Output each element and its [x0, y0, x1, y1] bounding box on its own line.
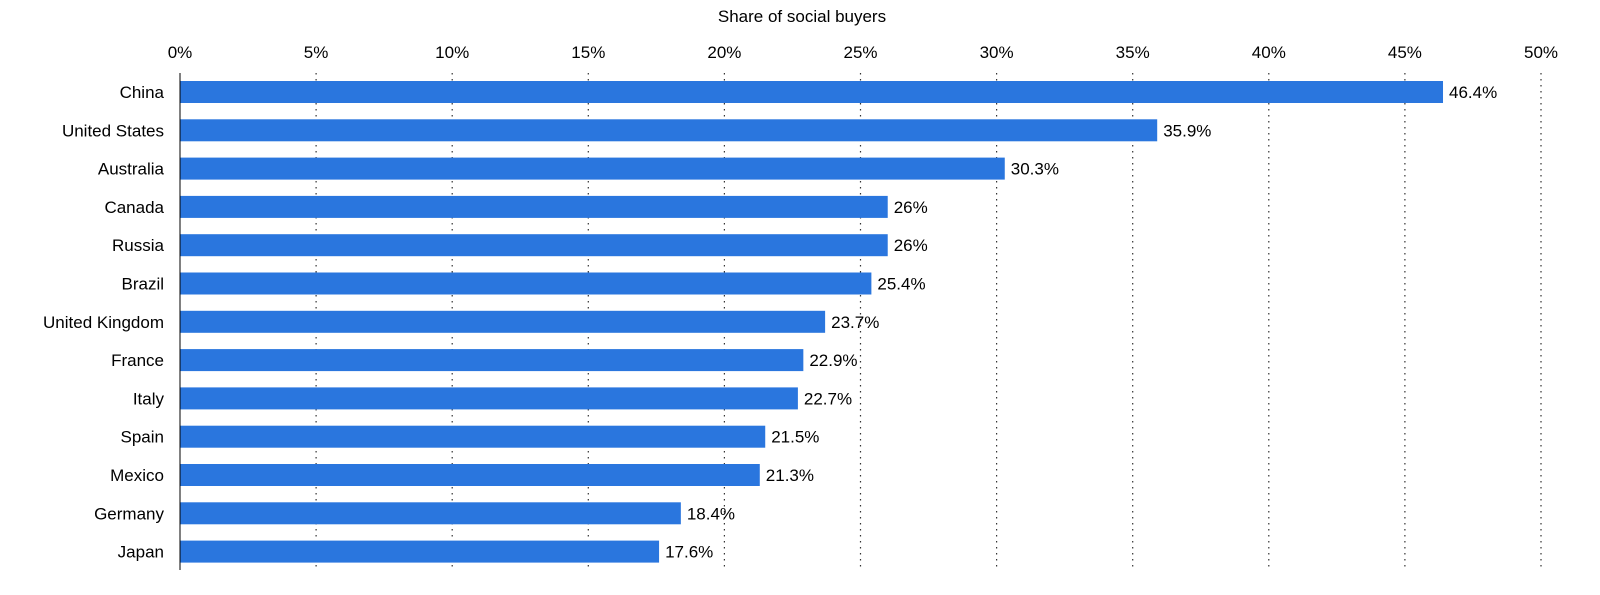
category-label: France	[111, 351, 164, 370]
value-label: 35.9%	[1163, 121, 1211, 140]
x-tick-label: 40%	[1252, 43, 1286, 62]
bars	[180, 81, 1444, 563]
value-label: 26%	[894, 236, 928, 255]
bar	[180, 157, 1005, 180]
bar	[180, 234, 888, 257]
gridlines	[315, 73, 1542, 570]
bar	[180, 310, 826, 333]
bar	[180, 272, 872, 295]
category-label: Brazil	[121, 275, 164, 294]
value-label: 30.3%	[1011, 160, 1059, 179]
category-label: Germany	[94, 504, 164, 523]
category-label: United States	[62, 121, 164, 140]
value-label: 18.4%	[687, 504, 735, 523]
x-tick-label: 20%	[707, 43, 741, 62]
x-tick-label: 15%	[571, 43, 605, 62]
value-label: 17.6%	[665, 543, 713, 562]
bar	[180, 464, 760, 486]
x-tick-label: 45%	[1388, 43, 1422, 62]
x-tick-label: 30%	[980, 43, 1014, 62]
category-label: United Kingdom	[43, 313, 164, 332]
x-tick-label: 50%	[1524, 43, 1558, 62]
value-label: 23.7%	[831, 313, 879, 332]
bar	[180, 502, 681, 525]
category-label: Canada	[104, 198, 164, 217]
x-axis-title: Share of social buyers	[718, 7, 886, 26]
x-tick-label: 10%	[435, 43, 469, 62]
bar	[180, 119, 1158, 142]
value-label: 22.9%	[809, 351, 857, 370]
category-label: Italy	[133, 389, 165, 408]
bar	[180, 195, 888, 218]
value-labels: 46.4% 35.9% 30.3% 26% 26% 25.4% 23.7% 22.9% 22.7…	[665, 83, 1497, 562]
bar	[180, 540, 660, 563]
bar	[180, 81, 1444, 103]
category-label: Japan	[118, 543, 164, 562]
category-label: Russia	[112, 236, 165, 255]
category-label: Mexico	[110, 466, 164, 485]
value-label: 21.3%	[766, 466, 814, 485]
x-tick-label: 35%	[1116, 43, 1150, 62]
value-label: 46.4%	[1449, 83, 1497, 102]
bar	[180, 425, 766, 448]
value-label: 25.4%	[877, 275, 925, 294]
x-tick-label: 25%	[843, 43, 877, 62]
x-tick-label: 0%	[168, 43, 193, 62]
x-axis-ticks: 0% 5% 10% 15% 20% 25% 30% 35% 40% 45% 50%	[168, 43, 1558, 62]
category-label: Australia	[98, 160, 165, 179]
value-label: 21.5%	[771, 428, 819, 447]
value-label: 22.7%	[804, 389, 852, 408]
x-tick-label: 5%	[304, 43, 329, 62]
category-labels: China United States Australia Canada Russia B…	[43, 83, 165, 562]
category-label: China	[120, 83, 165, 102]
category-label: Spain	[121, 428, 164, 447]
bar	[180, 349, 804, 372]
bar	[180, 387, 798, 410]
value-label: 26%	[894, 198, 928, 217]
